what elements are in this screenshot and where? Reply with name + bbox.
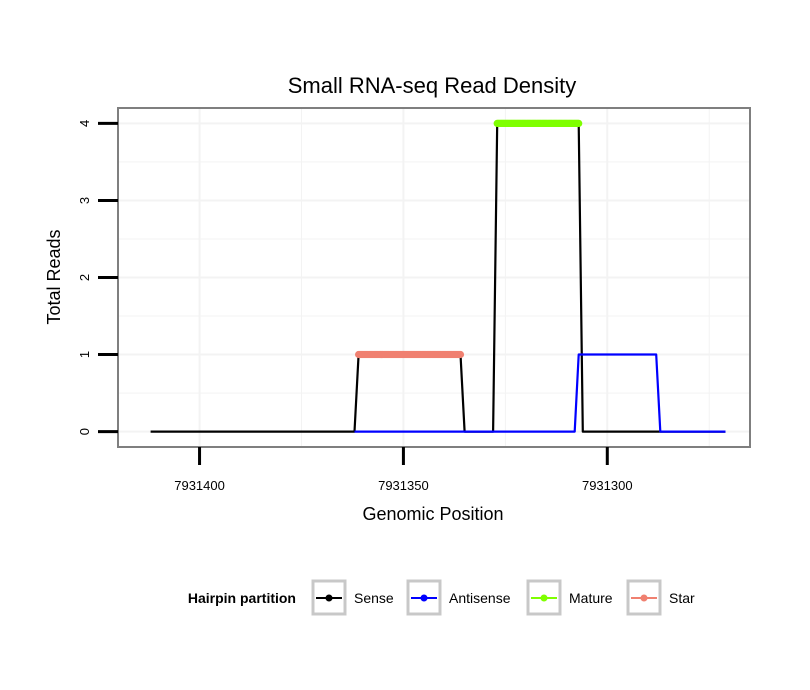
legend-label: Star — [669, 590, 695, 606]
x-tick-label: 7931350 — [378, 478, 429, 493]
axes: 7931400 7931350 7931300 0 1 2 3 4 — [77, 120, 633, 493]
grid-lines — [118, 108, 750, 447]
legend-label: Mature — [569, 590, 613, 606]
legend-label: Sense — [354, 590, 394, 606]
legend-label: Antisense — [449, 590, 511, 606]
data-point-mature — [575, 119, 583, 127]
y-tick-label: 3 — [77, 197, 92, 204]
legend-key-point — [420, 594, 428, 602]
x-axis-label: Genomic Position — [362, 504, 503, 524]
legend-item-mature: Mature — [526, 579, 613, 616]
data-point-star — [456, 350, 465, 359]
series-line-antisense — [354, 353, 726, 433]
x-tick-label: 7931300 — [582, 478, 633, 493]
y-axis-label: Total Reads — [44, 229, 64, 324]
legend-item-antisense: Antisense — [406, 579, 511, 616]
legend-item-sense: Sense — [311, 579, 394, 616]
legend-key-point — [325, 594, 333, 602]
data-series — [150, 119, 726, 433]
series-points-mature — [493, 119, 583, 127]
chart-title: Small RNA-seq Read Density — [288, 73, 577, 98]
legend-key-point — [640, 594, 648, 602]
y-tick-label: 0 — [77, 428, 92, 435]
series-points-star — [355, 350, 465, 359]
y-tick-label: 2 — [77, 274, 92, 281]
legend-item-star: Star — [626, 579, 695, 616]
legend-key-point — [540, 594, 548, 602]
y-tick-label: 1 — [77, 351, 92, 358]
legend-title: Hairpin partition — [188, 590, 296, 606]
x-tick-label: 7931400 — [174, 478, 225, 493]
y-tick-label: 4 — [77, 120, 92, 127]
legend: Hairpin partition Sense Antisense Mature St… — [188, 579, 695, 616]
